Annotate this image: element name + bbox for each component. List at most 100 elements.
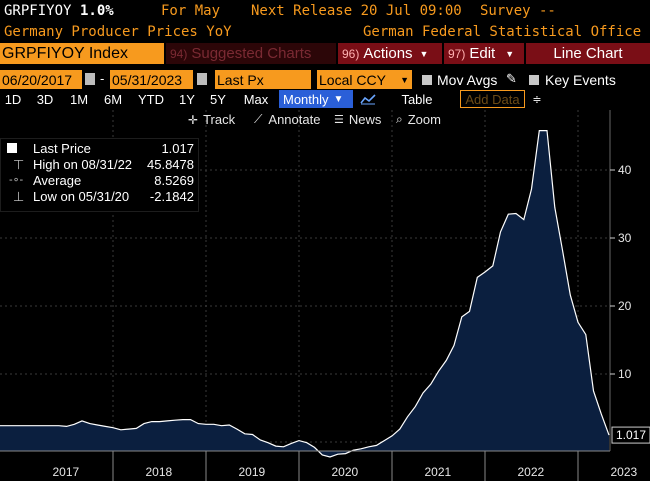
start-date-input[interactable]: 06/20/2017	[0, 70, 82, 89]
actions-caret-icon: ▼	[419, 48, 429, 59]
period-label: 5Y	[210, 91, 226, 107]
suggested-charts-button[interactable]: 94) Suggested Charts	[166, 43, 336, 64]
legend-low-value: -2.1842	[149, 189, 194, 204]
x-tick-label: 2017	[53, 465, 80, 479]
chart-legend: Last Price 1.017 ⊤ High on 08/31/22 45.8…	[0, 138, 199, 212]
end-date-value: 05/31/2023	[112, 71, 183, 88]
main-toolbar: GRPFIYOY Index 94) Suggested Charts 96) …	[0, 43, 650, 65]
period-max-button[interactable]: Max	[238, 90, 274, 108]
annotate-label: Annotate	[268, 112, 321, 127]
y-tick-label: 20	[618, 299, 632, 313]
key-events-checkbox[interactable]	[529, 75, 539, 85]
period-label: 1M	[69, 91, 89, 107]
survey-label: Survey --	[480, 3, 556, 19]
next-release: Next Release 20 Jul 09:00	[251, 3, 462, 19]
period-1m-button[interactable]: 1M	[64, 90, 94, 108]
annotate-tool[interactable]: ⟋ Annotate	[254, 110, 320, 129]
track-label: Track	[203, 112, 236, 127]
mov-avgs-checkbox[interactable]	[422, 75, 432, 85]
suggested-label: Suggested Charts	[191, 45, 312, 62]
currency-select[interactable]: Local CCY ▼	[317, 70, 412, 89]
field-select[interactable]: Last Px	[215, 70, 311, 89]
currency-caret-icon: ▼	[400, 74, 409, 85]
period-label: YTD	[138, 91, 164, 107]
mov-avgs-label: Mov Avgs	[437, 72, 498, 88]
settings-menu-icon[interactable]: ≑	[532, 93, 542, 106]
legend-average-value: 8.5269	[154, 173, 194, 188]
security-label: GRPFIYOY Index	[2, 44, 128, 62]
period-bar: 1D 3D 1M 6M YTD 1Y 5Y Max Monthly ▼ Tabl…	[0, 90, 650, 109]
news-label: News	[348, 112, 382, 127]
x-tick-label: 2023	[611, 465, 638, 479]
y-tick-label: 30	[618, 231, 632, 245]
zoom-icon: ⌕	[396, 112, 403, 126]
low-marker-icon: ⊥	[13, 189, 25, 204]
actions-num: 96)	[342, 46, 360, 61]
end-date-input[interactable]: 05/31/2023	[110, 70, 193, 89]
series-area	[0, 130, 609, 457]
period-5y-button[interactable]: 5Y	[204, 90, 232, 108]
frequency-value: Monthly	[283, 91, 329, 107]
table-button[interactable]: Table	[390, 90, 444, 108]
frequency-select[interactable]: Monthly ▼	[279, 90, 353, 108]
field-value: Last Px	[217, 71, 264, 88]
last-value-label: 1.017	[616, 428, 646, 442]
table-label: Table	[401, 91, 433, 107]
source: German Federal Statistical Office	[363, 24, 642, 40]
zoom-label: Zoom	[407, 112, 441, 127]
period-label: 1Y	[179, 91, 195, 107]
chart-style-button[interactable]	[356, 90, 380, 108]
actions-button[interactable]: 96) Actions ▼	[338, 43, 442, 64]
period-label: 1D	[4, 91, 22, 107]
news-tool[interactable]: ☰ News	[334, 110, 381, 129]
crosshair-icon: ✛	[188, 112, 199, 127]
period-label: Max	[243, 91, 269, 107]
track-tool[interactable]: ✛ Track	[188, 110, 235, 129]
security-field[interactable]: GRPFIYOY Index	[0, 43, 164, 64]
x-tick-label: 2021	[425, 465, 452, 479]
pencil-icon[interactable]: ✎	[506, 71, 517, 86]
legend-last-value: 1.017	[161, 141, 194, 156]
quote-header: GRPFIYOY 1.0% For May Next Release 20 Ju…	[0, 0, 650, 22]
legend-high: ⊤ High on 08/31/22 45.8478	[1, 157, 198, 173]
period-ytd-button[interactable]: YTD	[132, 90, 170, 108]
chart-type-button[interactable]: Line Chart	[526, 43, 650, 64]
start-date-value: 06/20/2017	[2, 71, 73, 88]
start-calendar-icon[interactable]	[85, 73, 95, 85]
x-tick-label: 2020	[332, 465, 359, 479]
frequency-caret-icon: ▼	[333, 93, 344, 105]
high-marker-icon: ⊤	[13, 157, 25, 172]
period-1y-button[interactable]: 1Y	[174, 90, 200, 108]
annotate-icon: ⟋	[254, 112, 263, 126]
currency-value: Local CCY	[319, 71, 386, 88]
last-value-tag	[611, 426, 650, 444]
x-tick-label: 2022	[518, 465, 545, 479]
zoom-tool[interactable]: ⌕ Zoom	[396, 110, 441, 129]
period-label: 3D	[36, 91, 54, 107]
edit-button[interactable]: 97) Edit ▼	[444, 43, 524, 64]
period-6m-button[interactable]: 6M	[98, 90, 128, 108]
end-calendar-icon[interactable]	[197, 73, 207, 85]
legend-low: ⊥ Low on 05/31/20 -2.1842	[1, 189, 198, 205]
period-3d-button[interactable]: 3D	[30, 90, 60, 108]
add-data-button[interactable]: Add Data	[460, 90, 525, 108]
chart-type-label: Line Chart	[553, 45, 623, 62]
period-label: 6M	[103, 91, 123, 107]
legend-high-value: 45.8478	[147, 157, 194, 172]
period-1d-button[interactable]: 1D	[0, 90, 26, 108]
edit-caret-icon: ▼	[505, 48, 515, 59]
ticker: GRPFIYOY	[4, 3, 72, 19]
average-marker-icon: -∘-	[9, 174, 24, 186]
last-price-swatch	[7, 143, 17, 153]
legend-last-label: Last Price	[33, 141, 91, 156]
suggested-num: 94)	[170, 46, 188, 61]
legend-high-label: High on 08/31/22	[33, 157, 133, 172]
y-tick-label: 40	[618, 163, 632, 177]
x-tick-label: 2018	[146, 465, 173, 479]
series-line	[0, 130, 610, 458]
actions-label: Actions	[363, 45, 413, 62]
key-events-label: Key Events	[545, 72, 616, 88]
y-tick-label: 10	[618, 367, 632, 381]
date-separator: -	[100, 71, 105, 86]
news-icon: ☰	[334, 114, 344, 126]
